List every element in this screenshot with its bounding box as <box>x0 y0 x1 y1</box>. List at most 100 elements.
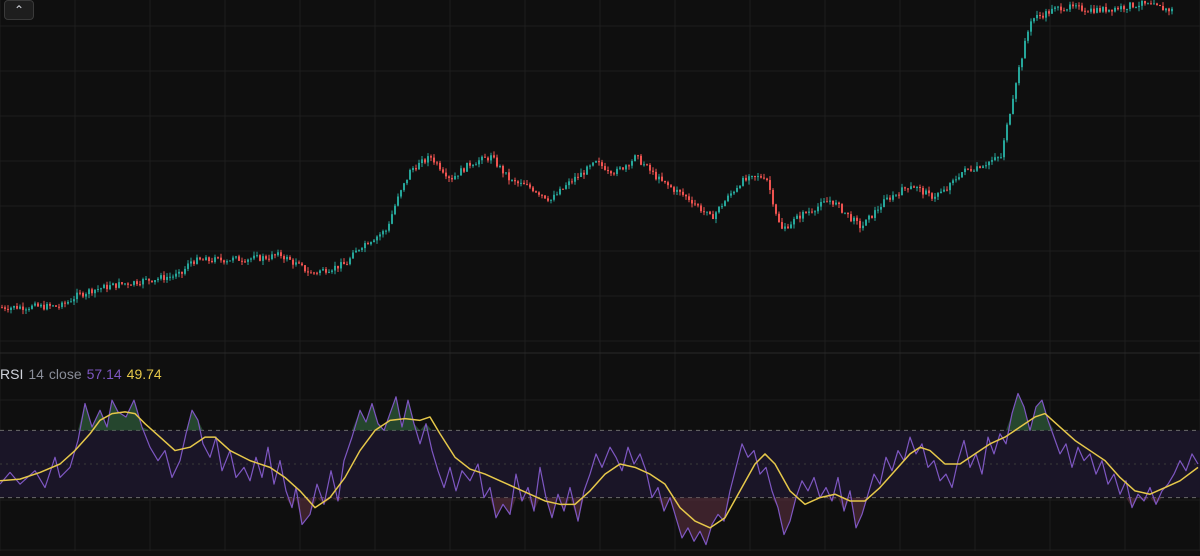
candle-body-down <box>58 306 60 308</box>
candle-body-down <box>136 281 138 285</box>
candle-body-up <box>802 211 804 219</box>
candle-body-up <box>205 257 207 261</box>
candle-body-down <box>526 184 528 186</box>
collapse-pane-button[interactable]: ⌃ <box>4 0 34 20</box>
candle-body-down <box>1093 8 1095 13</box>
candle-body-up <box>397 196 399 206</box>
candle-body-down <box>799 215 801 219</box>
candle-body-down <box>871 215 873 218</box>
candle-body-up <box>1135 7 1137 9</box>
candle-body-down <box>55 305 57 307</box>
candle-body-up <box>625 165 627 170</box>
candle-body-down <box>430 156 432 158</box>
candle-body-down <box>1039 15 1041 17</box>
candle-body-up <box>727 195 729 202</box>
candle-body-up <box>232 257 234 261</box>
candle-body-up <box>184 268 186 274</box>
candle-body-up <box>793 218 795 225</box>
candle-body-down <box>967 168 969 170</box>
candle-body-up <box>934 196 936 199</box>
candle-body-down <box>691 200 693 204</box>
rsi-legend[interactable]: RSI 14 close 57.14 49.74 <box>0 366 167 382</box>
candle-body-up <box>133 281 135 285</box>
price-candles <box>1 0 1173 315</box>
candle-body-up <box>361 248 363 250</box>
candle-body-down <box>709 211 711 215</box>
candle-body-up <box>1141 0 1143 6</box>
candle-body-up <box>817 206 819 212</box>
candle-body-down <box>16 305 18 309</box>
candle-body-down <box>769 180 771 190</box>
candle-body-up <box>988 161 990 166</box>
candle-body-up <box>1138 5 1140 8</box>
candle-body-up <box>103 284 105 289</box>
candle-body-up <box>844 212 846 214</box>
candle-body-up <box>286 256 288 260</box>
candle-body-up <box>901 187 903 196</box>
candle-body-down <box>571 181 573 183</box>
candle-body-down <box>778 213 780 223</box>
candle-body-up <box>1009 113 1011 125</box>
candle-body-up <box>94 289 96 294</box>
rsi-source: close <box>48 366 82 382</box>
candle-body-down <box>1048 11 1050 14</box>
candle-body-down <box>847 212 849 215</box>
candle-body-up <box>865 219 867 226</box>
candle-body-up <box>592 162 594 166</box>
candle-body-down <box>517 181 519 184</box>
candle-body-down <box>1087 11 1089 13</box>
candle-body-up <box>10 307 12 310</box>
candle-body-up <box>982 166 984 168</box>
candle-body-down <box>268 258 270 260</box>
candle-body-up <box>589 165 591 167</box>
candle-body-down <box>850 214 852 222</box>
candle-body-down <box>775 204 777 214</box>
candle-body-down <box>265 256 267 259</box>
candle-body-up <box>574 176 576 182</box>
candle-body-down <box>316 272 318 274</box>
candle-body-up <box>412 168 414 170</box>
candle-body-up <box>1129 2 1131 9</box>
candle-body-down <box>424 159 426 163</box>
candle-body-up <box>1126 8 1128 10</box>
chevron-up-icon: ⌃ <box>13 3 25 17</box>
candle-body-up <box>46 303 48 310</box>
candle-body-up <box>61 302 63 307</box>
candle-body-up <box>559 188 561 195</box>
candle-body-up <box>739 185 741 189</box>
candle-body-up <box>100 288 102 290</box>
candle-body-down <box>484 156 486 158</box>
candle-body-up <box>736 188 738 192</box>
candle-body-up <box>748 176 750 181</box>
candle-body-down <box>130 284 132 286</box>
candle-body-down <box>628 165 630 167</box>
candle-body-down <box>415 168 417 170</box>
candle-body-down <box>238 256 240 261</box>
candle-body-up <box>943 189 945 192</box>
candle-body-up <box>490 155 492 161</box>
candle-body-up <box>1165 8 1167 11</box>
candle-body-up <box>1027 31 1029 41</box>
candle-body-up <box>250 258 252 260</box>
candle-body-down <box>607 169 609 172</box>
candle-body-down <box>244 261 246 263</box>
candle-body-down <box>487 157 489 161</box>
candle-body-up <box>874 210 876 218</box>
candle-body-up <box>229 260 231 262</box>
candle-body-up <box>97 288 99 290</box>
candle-body-down <box>979 166 981 168</box>
candle-body-up <box>358 249 360 251</box>
candle-body-down <box>577 176 579 178</box>
candle-body-up <box>706 211 708 213</box>
candle-body-down <box>445 172 447 177</box>
candle-body-down <box>202 259 204 261</box>
candle-body-up <box>724 201 726 207</box>
candle-body-up <box>67 301 69 304</box>
candle-body-up <box>166 276 168 280</box>
candle-body-up <box>214 257 216 262</box>
candle-body-up <box>952 180 954 184</box>
candle-body-down <box>1156 3 1158 6</box>
rsi-indicator-name: RSI <box>0 366 24 382</box>
